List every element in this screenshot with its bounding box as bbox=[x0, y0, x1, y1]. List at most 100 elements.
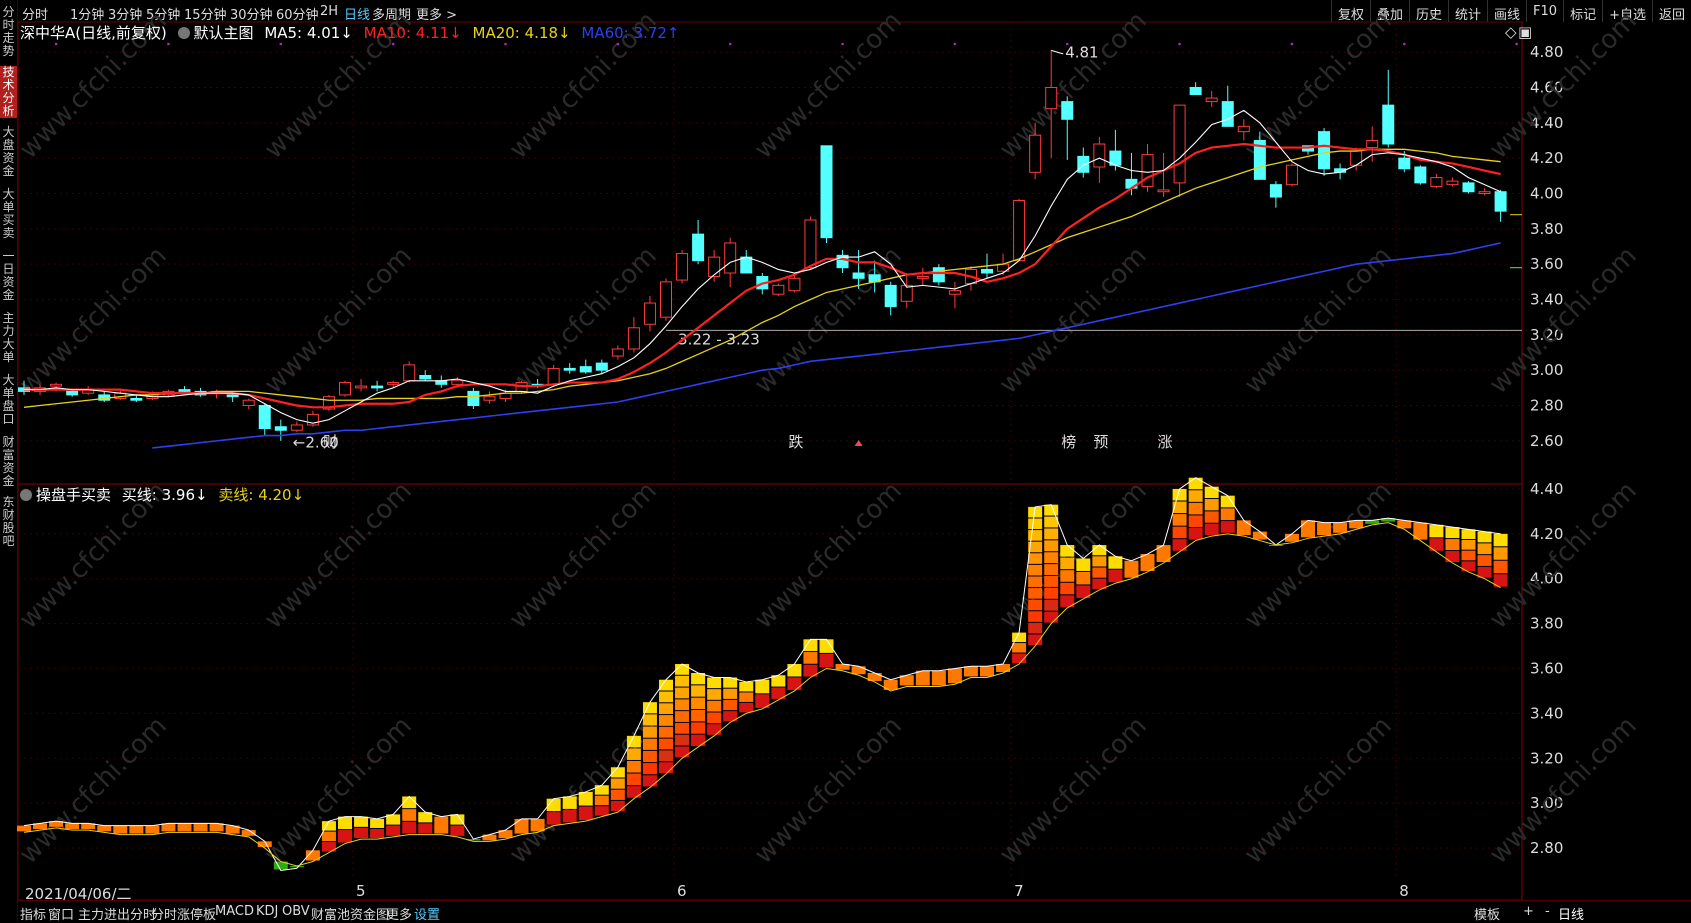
top-marker-dot bbox=[616, 42, 620, 46]
signal-bar-segment bbox=[161, 823, 176, 832]
signal-bar-segment bbox=[1188, 502, 1203, 515]
top-marker-dot bbox=[167, 42, 170, 46]
tool-button-4[interactable]: 画线 bbox=[1487, 0, 1526, 23]
indicator-tab-5[interactable]: KDJ bbox=[256, 904, 279, 919]
indicator-tab-2[interactable]: 主力进出分时 bbox=[78, 908, 157, 923]
candle-body bbox=[1430, 177, 1443, 187]
signal-bar-segment bbox=[1493, 533, 1508, 547]
bottom-period-button[interactable]: 日线 bbox=[1558, 908, 1585, 923]
indicator-tab-1[interactable]: 窗口 bbox=[48, 908, 75, 923]
signal-bar-segment bbox=[980, 666, 994, 677]
side-tab-7[interactable]: 财富资金 bbox=[2, 435, 15, 488]
period-tab-9[interactable]: 多周期 bbox=[372, 8, 412, 23]
candle-body bbox=[130, 397, 143, 401]
candle-body bbox=[1414, 166, 1427, 184]
period-tab-0[interactable]: 分时 bbox=[22, 8, 49, 23]
period-tab-3[interactable]: 5分钟 bbox=[146, 8, 181, 23]
candle-body bbox=[1157, 189, 1170, 193]
signal-bar-segment bbox=[626, 760, 641, 773]
tool-button-2[interactable]: 历史 bbox=[1408, 0, 1448, 23]
high-pointer bbox=[1051, 49, 1064, 55]
side-tab-3[interactable]: 大单买卖 bbox=[2, 187, 15, 240]
tool-button-3[interactable]: 统计 bbox=[1448, 0, 1487, 23]
signal-bar-segment bbox=[626, 735, 641, 748]
bottom-mode-button[interactable]: 模板 bbox=[1474, 908, 1501, 923]
signal-bar-segment bbox=[739, 681, 754, 692]
buy-line-value: 买线: 3.96↓ bbox=[121, 486, 208, 504]
indicator-tab-9[interactable]: 设置 bbox=[414, 908, 441, 923]
side-tab-4[interactable]: 一日资金 bbox=[2, 249, 15, 302]
ma10-value: MA10: 4.11↓ bbox=[363, 24, 462, 42]
signal-bar-segment bbox=[1028, 530, 1043, 541]
signal-bar-segment bbox=[723, 711, 738, 722]
chart-template-selector[interactable]: 默认主图 bbox=[177, 22, 254, 43]
signal-bar-segment bbox=[1188, 527, 1203, 540]
candle-body bbox=[483, 396, 496, 401]
period-tab-6[interactable]: 60分钟 bbox=[276, 8, 319, 23]
indicator-tab-8[interactable]: 更多 bbox=[386, 908, 413, 923]
side-tab-2[interactable]: 大盘资金 bbox=[2, 125, 15, 178]
period-tab-7[interactable]: 2H bbox=[320, 4, 339, 19]
candle-body bbox=[1077, 155, 1090, 173]
tool-button-5[interactable]: F10 bbox=[1526, 0, 1563, 22]
signal-bar-segment bbox=[1461, 561, 1476, 571]
side-tab-0[interactable]: 分时走势 bbox=[2, 5, 15, 58]
signal-bar-segment bbox=[787, 664, 802, 677]
signal-bar-segment bbox=[1301, 520, 1315, 538]
candle-body bbox=[932, 267, 945, 283]
candle-body bbox=[1093, 143, 1106, 168]
stock-title[interactable]: 深中华A(日线,前复权) bbox=[20, 24, 167, 42]
indicator-tab-3[interactable]: 分时涨停板 bbox=[151, 908, 217, 923]
signal-bar-segment bbox=[594, 785, 609, 795]
candle-body bbox=[820, 145, 833, 239]
x-month-label: 5 bbox=[356, 882, 366, 900]
signal-bar-segment bbox=[1028, 599, 1043, 611]
signal-bar-segment bbox=[1477, 543, 1492, 555]
candle-body bbox=[226, 394, 239, 398]
ma5-value: MA5: 4.01↓ bbox=[264, 24, 353, 42]
candle-body bbox=[1173, 104, 1186, 184]
tool-button-0[interactable]: 复权 bbox=[1330, 0, 1370, 23]
tool-button-6[interactable]: 标记 bbox=[1563, 0, 1602, 23]
period-tab-8[interactable]: 日线 bbox=[344, 8, 371, 23]
signal-bar-segment bbox=[1044, 587, 1059, 599]
watermark-text: www.cfchi.com bbox=[1239, 241, 1398, 400]
side-tab-1[interactable]: 技术分析 bbox=[0, 66, 17, 118]
indicator-tab-4[interactable]: MACD bbox=[215, 904, 254, 919]
indicator-tab-7[interactable]: 财富池资金图 bbox=[311, 908, 390, 923]
signal-bar-segment bbox=[1445, 551, 1460, 563]
top-marker-dot bbox=[391, 42, 395, 46]
bottom-minus-button[interactable]: - bbox=[1545, 904, 1550, 919]
signal-bar-segment bbox=[209, 823, 224, 832]
period-tab-2[interactable]: 3分钟 bbox=[108, 8, 143, 23]
watermark-text: www.cfchi.com bbox=[259, 711, 418, 870]
bottom-plus-button[interactable]: + bbox=[1523, 904, 1534, 919]
period-tab-1[interactable]: 1分钟 bbox=[70, 8, 105, 23]
signal-bar-segment bbox=[1220, 508, 1235, 521]
signal-bar-segment bbox=[1172, 539, 1187, 551]
signal-bar-segment bbox=[177, 823, 192, 832]
side-tab-6[interactable]: 大单盘口 bbox=[2, 373, 15, 426]
main-y-tick-label: 4.80 bbox=[1530, 43, 1563, 61]
period-tab-10[interactable]: 更多 > bbox=[416, 8, 458, 23]
period-tab-5[interactable]: 30分钟 bbox=[230, 8, 273, 23]
tool-button-7[interactable]: +自选 bbox=[1602, 0, 1652, 23]
period-tab-4[interactable]: 15分钟 bbox=[184, 8, 227, 23]
indicator-name[interactable]: 操盘手买卖 bbox=[36, 486, 112, 504]
sub-settings-dot-icon[interactable] bbox=[20, 489, 32, 501]
signal-bar-segment bbox=[707, 677, 722, 689]
candle-body bbox=[900, 284, 913, 302]
candle-body bbox=[1237, 125, 1250, 133]
indicator-tab-0[interactable]: 指标 bbox=[20, 908, 47, 923]
signal-bar-segment bbox=[659, 703, 673, 715]
signal-bar-segment bbox=[482, 834, 497, 841]
signal-bar-segment bbox=[675, 699, 690, 711]
side-tab-8[interactable]: 东财股吧 bbox=[2, 495, 15, 548]
signal-bar-segment bbox=[321, 842, 336, 852]
indicator-tab-6[interactable]: OBV bbox=[282, 904, 310, 919]
settings-dot-icon[interactable] bbox=[177, 27, 190, 39]
side-tab-5[interactable]: 主力大单 bbox=[2, 311, 15, 364]
tool-button-1[interactable]: 叠加 bbox=[1369, 0, 1409, 23]
tool-button-8[interactable]: 返回 bbox=[1651, 0, 1691, 23]
